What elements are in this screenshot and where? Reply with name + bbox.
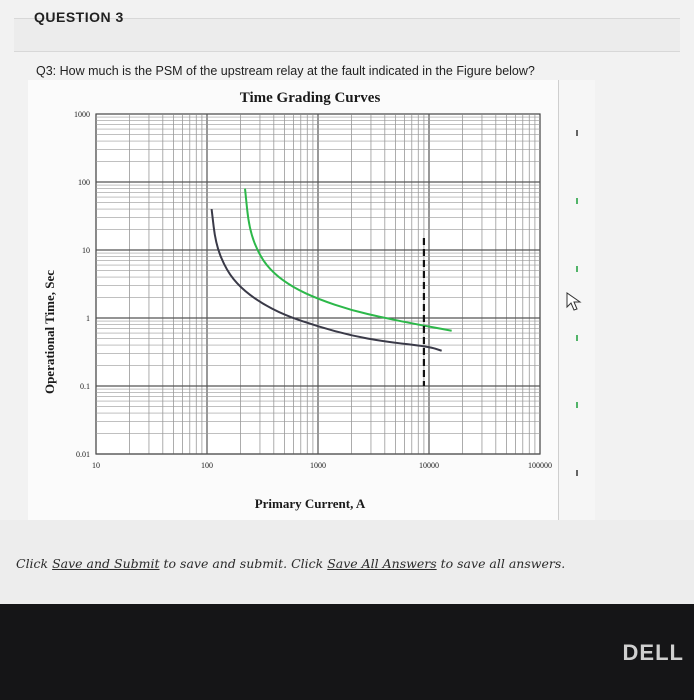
x-tick-label: 10000: [419, 461, 439, 470]
question-header: [14, 18, 680, 52]
chart-grid: [95, 113, 541, 455]
right-panel-strip: [558, 80, 595, 520]
y-tick-label: 1000: [74, 110, 90, 119]
footer-text-1: Click: [16, 556, 53, 571]
y-tick-label: 1: [86, 314, 90, 323]
save-and-submit-link[interactable]: Save and Submit: [52, 556, 160, 571]
y-axis-label: Operational Time, Sec: [42, 270, 57, 394]
chart-ticks: 10 100 1000 10000 100000 0.01 0.1 1 10 100 1000: [74, 110, 552, 470]
y-tick-label: 10: [82, 246, 90, 255]
y-tick-label: 0.1: [80, 382, 90, 391]
series-line-1: [244, 188, 452, 332]
x-tick-label: 100000: [528, 461, 552, 470]
cursor-arrow-icon: [566, 292, 582, 311]
strip-marks: [576, 130, 578, 476]
save-all-answers-link[interactable]: Save All Answers: [327, 556, 437, 571]
footer-band: [0, 520, 694, 604]
question-text: Q3: How much is the PSM of the upstream …: [36, 64, 535, 78]
dell-logo: DELL: [622, 640, 684, 665]
x-axis-label: Primary Current, A: [255, 496, 366, 511]
x-tick-label: 1000: [310, 461, 326, 470]
footer-instructions: Click Save and Submit to save and submit…: [16, 556, 565, 571]
x-tick-label: 10: [92, 461, 100, 470]
monitor-bezel: [0, 604, 694, 700]
x-tick-label: 100: [201, 461, 213, 470]
time-grading-chart: Time Grading Curves 10 100 1000 10000 100000…: [42, 90, 552, 511]
screen: QUESTION 3 Q3: How much is the PSM of th…: [0, 0, 694, 604]
chart-title: Time Grading Curves: [240, 90, 381, 106]
series-line-2: [210, 208, 442, 352]
y-tick-label: 0.01: [76, 450, 90, 459]
footer-text-3: to save all answers.: [436, 556, 566, 571]
chart-curves: [210, 188, 452, 352]
question-title: QUESTION 3: [34, 9, 124, 25]
footer-text-2: to save and submit. Click: [159, 556, 328, 571]
y-tick-label: 100: [78, 178, 90, 187]
